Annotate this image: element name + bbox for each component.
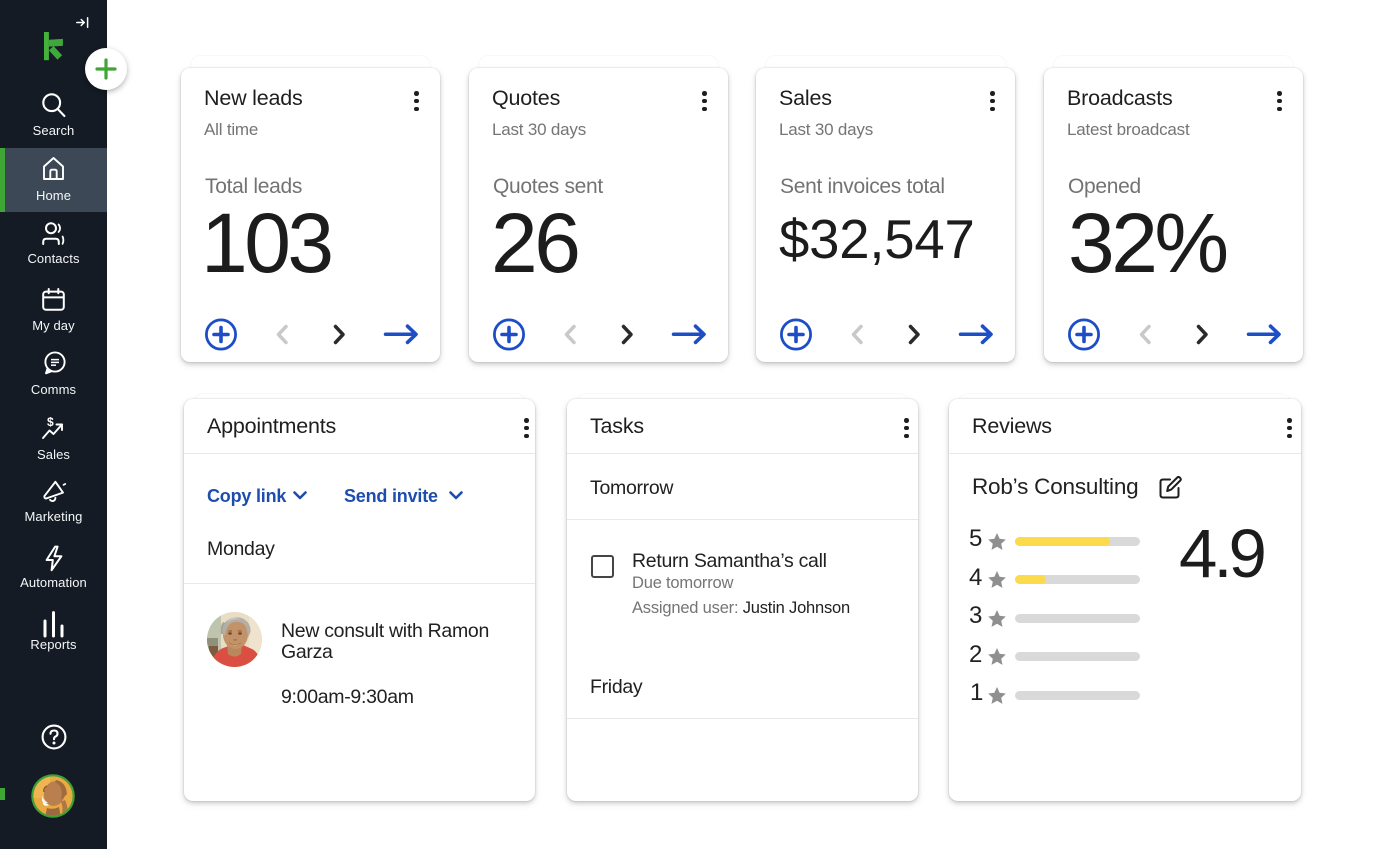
svg-text:$: $ xyxy=(47,417,54,429)
